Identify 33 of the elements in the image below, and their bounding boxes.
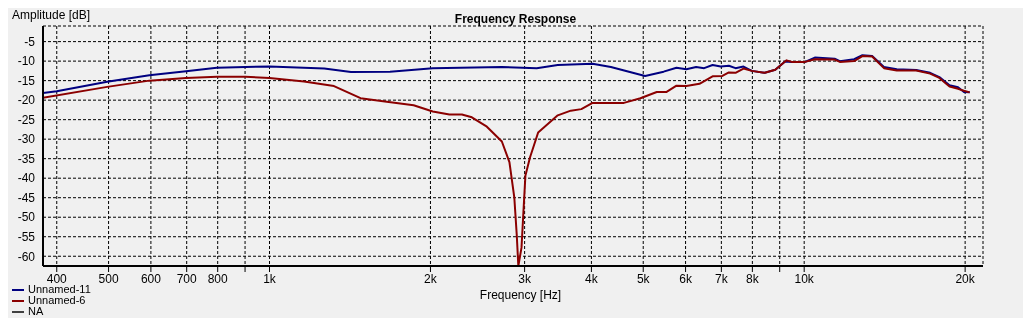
y-tick-label: -40	[17, 171, 36, 186]
y-tick-label: -10	[17, 54, 36, 69]
x-axis-title: Frequency [Hz]	[479, 288, 562, 302]
x-tick-label: 500	[98, 271, 119, 286]
y-tick-label: -45	[17, 190, 36, 205]
x-tick-label: 10k	[794, 271, 815, 286]
y-tick-label: -25	[17, 112, 36, 127]
y-tick-label: -15	[17, 73, 36, 88]
y-axis-title: Amplitude [dB]	[12, 8, 91, 22]
x-tick-label: 600	[140, 271, 162, 286]
x-tick-label: 4k	[585, 271, 599, 286]
x-tick-label: 2k	[424, 271, 438, 286]
x-tick-label: 400	[46, 271, 68, 286]
x-tick-label: 8k	[746, 271, 760, 286]
y-tick-label: -5	[24, 34, 36, 49]
y-tick-label: -20	[17, 93, 36, 108]
y-tick-label: -35	[17, 151, 36, 166]
y-tick-label: -55	[17, 229, 36, 244]
x-tick-label: 7k	[715, 271, 729, 286]
x-tick-label: 1k	[263, 271, 277, 286]
x-tick-label: 800	[207, 271, 229, 286]
x-tick-label: 6k	[679, 271, 693, 286]
legend-label: Unnamed-6	[28, 294, 86, 306]
x-tick-label: 700	[176, 271, 198, 286]
y-tick-label: -50	[17, 210, 36, 225]
y-tick-label: -60	[17, 249, 36, 264]
x-tick-label: 20k	[955, 271, 976, 286]
x-tick-label: 3k	[518, 271, 532, 286]
x-tick-label: 5k	[636, 271, 651, 286]
y-tick-label: -30	[17, 132, 36, 147]
legend-label: Unnamed-11	[28, 283, 91, 295]
chart-title: Frequency Response	[454, 12, 577, 26]
legend-label: NA	[28, 305, 44, 317]
